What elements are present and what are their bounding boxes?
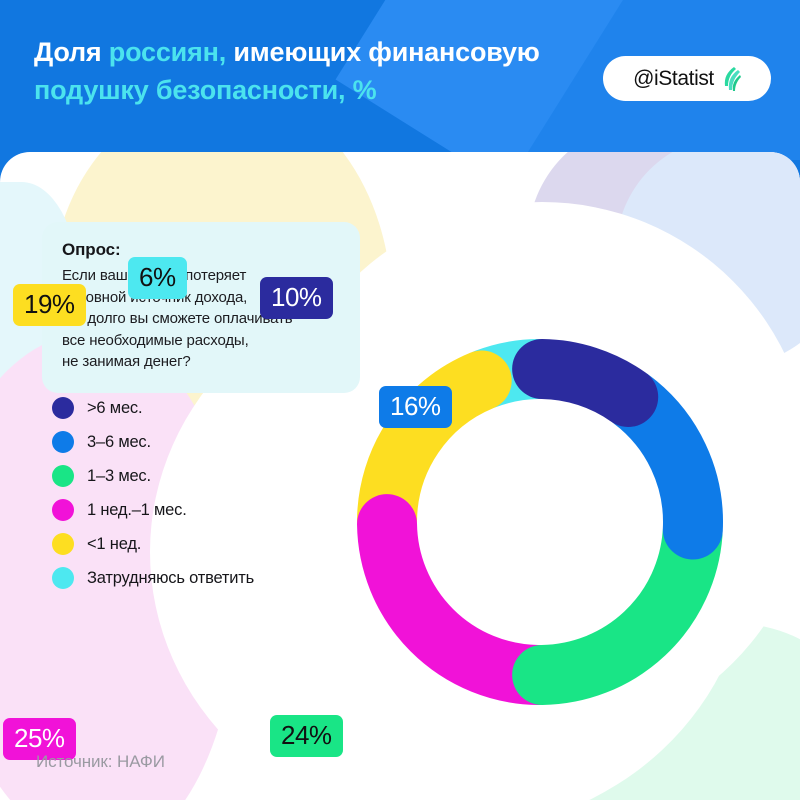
donut-segment[interactable] [357,494,568,705]
legend-item-4[interactable]: <1 нед. [52,533,254,555]
page-title: Доля россиян, имеющих финансовую подушку… [34,33,594,110]
value-badge-text: 19% [24,288,75,319]
value-badge-text: 24% [281,719,332,750]
legend-item-1[interactable]: 3–6 мес. [52,431,254,453]
legend-item-5[interactable]: Затрудняюсь ответить [52,567,254,589]
title-part-2: россиян, [108,37,227,67]
brand-name: @iStatist [633,66,714,90]
header-banner: Доля россиян, имеющих финансовую подушку… [0,0,800,160]
donut-chart [325,307,755,737]
legend-item-3[interactable]: 1 нед.–1 мес. [52,499,254,521]
value-badge-hard-to-answer: 6% [128,257,187,299]
donut-chart-svg [357,339,723,705]
value-badge-text: 6% [139,261,176,292]
legend-item-label: Затрудняюсь ответить [87,568,255,587]
legend-swatch-icon [52,533,74,555]
survey-label: Опрос: [62,240,121,259]
legend-item-label: 1–3 мес. [87,466,151,485]
title-part-4: подушку безопасности, % [34,75,377,106]
value-badge-3-6m: 16% [379,386,452,428]
value-badge-1w-1m: 25% [3,718,76,760]
value-badge-text: 16% [390,390,441,421]
brand-badge[interactable]: @iStatist [603,56,771,101]
value-badge-1-3m: 24% [270,715,343,757]
chart-legend: >6 мес. 3–6 мес. 1–3 мес. 1 нед.–1 мес. … [52,397,254,589]
value-badge-less-1w: 19% [13,284,86,326]
legend-swatch-icon [52,465,74,487]
title-part-3: имеющих финансовую [226,37,540,67]
title-part-1: Доля [34,37,109,67]
legend-swatch-icon [52,431,74,453]
source-note: Источник: НАФИ [36,752,165,771]
legend-swatch-icon [52,397,74,419]
legend-item-label: <1 нед. [87,534,142,553]
donut-segment[interactable] [512,339,659,427]
donut-segment[interactable] [512,503,723,705]
legend-item-label: >6 мес. [87,398,143,417]
legend-swatch-icon [52,567,74,589]
value-badge-text: 25% [14,722,65,753]
content-card: Опрос: Если ваша семья потеряет основной… [0,152,800,800]
value-badge-more-6m: 10% [260,277,333,319]
value-badge-text: 10% [271,281,322,312]
legend-item-2[interactable]: 1–3 мес. [52,465,254,487]
legend-swatch-icon [52,499,74,521]
legend-item-0[interactable]: >6 мес. [52,397,254,419]
legend-item-label: 1 нед.–1 мес. [87,500,187,519]
legend-item-label: 3–6 мес. [87,432,151,451]
leaf-icon [724,66,741,91]
